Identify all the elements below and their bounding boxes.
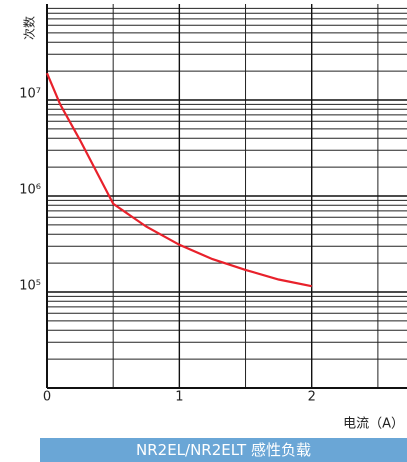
x-axis-label: 电流（A） (343, 417, 404, 432)
y-tick-label: 10⁵ (19, 279, 41, 294)
x-tick-label: 0 (43, 390, 51, 405)
data-line (45, 72, 312, 288)
y-tick-label: 10⁶ (19, 183, 41, 198)
footer-banner: NR2EL/NR2ELT 感性负载 (40, 438, 407, 462)
y-axis-label: 次数 (22, 16, 37, 40)
x-tick-label: 1 (175, 390, 183, 405)
x-tick-label: 2 (308, 390, 316, 405)
y-tick-label: 10⁷ (19, 87, 41, 102)
